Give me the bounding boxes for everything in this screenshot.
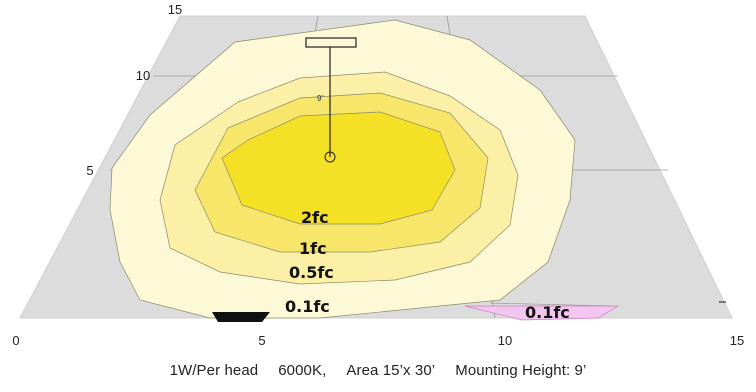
diagram-caption: 1W/Per head 6000K, Area 15’x 30’ Mounting H… (0, 362, 756, 379)
contour-label-0-1fc-right: 0.1fc (525, 303, 570, 322)
contour-label-0-1fc-left: 0.1fc (285, 297, 330, 316)
light-fixture-icon (305, 37, 357, 48)
caption-power: 1W/Per head (169, 362, 259, 379)
mounting-height-label: 9' (317, 94, 323, 103)
contour-label-0-5fc: 0.5fc (289, 263, 334, 282)
caption-mounting-height: Mounting Height: 9’ (455, 362, 587, 379)
x-tick-5: 5 (258, 333, 265, 348)
contour-2fc (221, 111, 456, 225)
y-tick-15: 15 (168, 2, 182, 17)
fixture-center-marker (324, 151, 336, 163)
contour-label-1fc: 1fc (299, 239, 327, 258)
x-tick-10: 10 (498, 333, 512, 348)
x-tick-15: 15 (730, 333, 744, 348)
y-tick-10: 10 (136, 68, 150, 83)
caption-color-temp: 6000K, (278, 362, 327, 379)
pink-low-region (464, 305, 620, 321)
dark-edge-bar (212, 312, 270, 322)
x-tick-0: 0 (12, 333, 19, 348)
contour-label-2fc: 2fc (301, 208, 329, 227)
pink-region-line (489, 302, 613, 307)
y-tick-5: 5 (86, 163, 93, 178)
caption-area: Area 15’x 30’ (346, 362, 436, 379)
